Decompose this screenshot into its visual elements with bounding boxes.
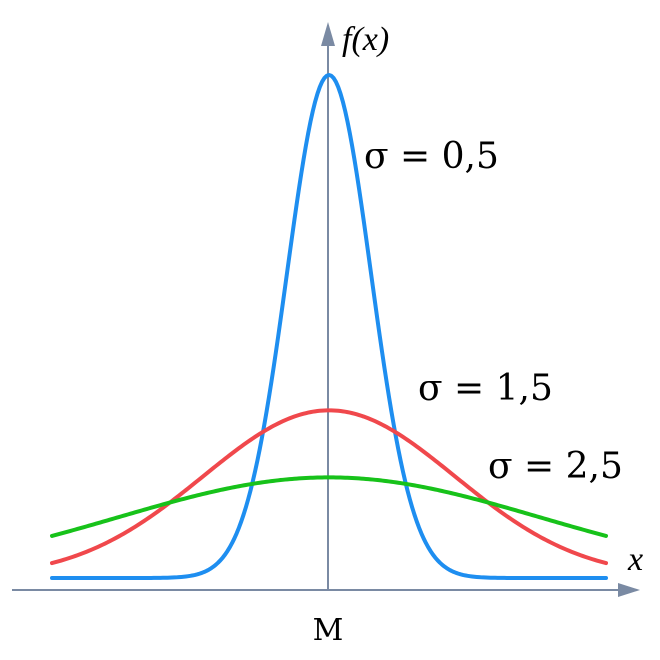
series-label-sigma-0-5: σ = 0,5 — [364, 136, 499, 177]
y-axis-arrow — [321, 22, 335, 46]
curve-sigma-0-5 — [50, 73, 608, 580]
curve-sigma-2-5 — [50, 475, 608, 538]
series-label-sigma-1-5: σ = 1,5 — [418, 368, 553, 409]
curve-sigma-1-5 — [50, 408, 608, 566]
axes — [12, 22, 640, 597]
x-axis-label: x — [627, 541, 643, 578]
curves — [50, 73, 608, 580]
y-axis-label: f(x) — [342, 21, 389, 58]
center-tick-label: M — [313, 613, 344, 648]
series-label-sigma-2-5: σ = 2,5 — [488, 446, 623, 487]
x-axis-arrow — [618, 583, 640, 597]
